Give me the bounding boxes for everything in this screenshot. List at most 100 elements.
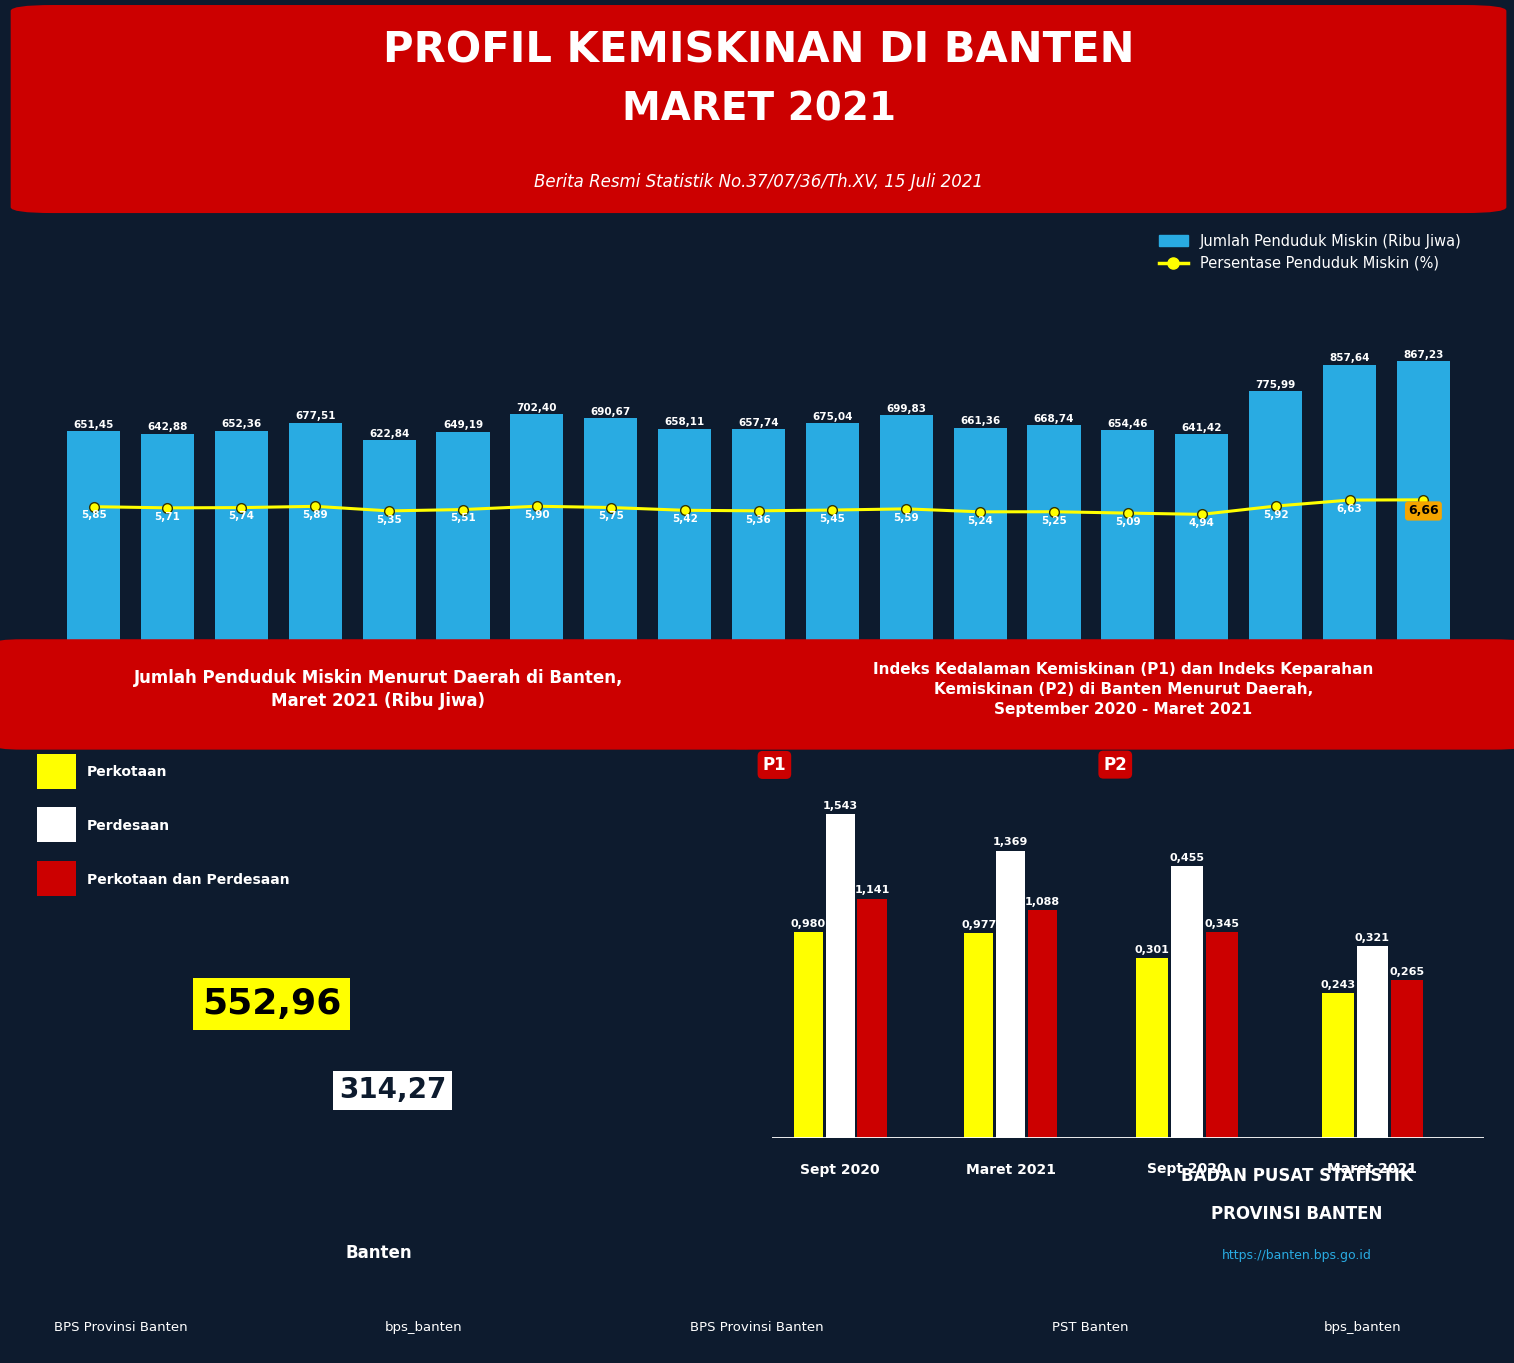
Text: 5,92: 5,92	[1263, 510, 1288, 519]
Text: Jumlah Penduduk Miskin Menurut Daerah di Banten,
Maret 2021 (Ribu Jiwa): Jumlah Penduduk Miskin Menurut Daerah di…	[133, 668, 624, 710]
Text: 0,301: 0,301	[1136, 945, 1170, 955]
Text: 4,94: 4,94	[1188, 518, 1214, 527]
Text: 661,36: 661,36	[960, 417, 1001, 427]
Text: 642,88: 642,88	[147, 423, 188, 432]
FancyBboxPatch shape	[11, 5, 1506, 213]
Bar	[1137, 958, 1169, 1138]
Bar	[215, 431, 268, 641]
Bar	[36, 861, 76, 897]
Bar	[954, 428, 1007, 641]
Bar	[67, 431, 120, 641]
Text: 5,75: 5,75	[598, 511, 624, 521]
Text: 5,74: 5,74	[229, 511, 254, 522]
Text: 0,265: 0,265	[1390, 966, 1425, 977]
Text: 314,27: 314,27	[339, 1077, 447, 1104]
Text: 5,71: 5,71	[154, 511, 180, 522]
FancyBboxPatch shape	[0, 639, 763, 750]
Text: 5,09: 5,09	[1116, 517, 1140, 527]
Text: 5,36: 5,36	[745, 515, 772, 525]
Text: 6,66: 6,66	[1408, 504, 1438, 518]
Text: 867,23: 867,23	[1403, 350, 1443, 360]
Text: Indeks Kedalaman Kemiskinan (P1) dan Indeks Keparahan
Kemiskinan (P2) di Banten : Indeks Kedalaman Kemiskinan (P1) dan Ind…	[874, 662, 1373, 717]
Bar	[1249, 391, 1302, 641]
Text: 675,04: 675,04	[812, 412, 852, 423]
Text: 857,64: 857,64	[1329, 353, 1370, 363]
Text: 5,42: 5,42	[672, 514, 698, 525]
Text: 6,63: 6,63	[1337, 504, 1363, 514]
Bar	[141, 433, 194, 641]
Text: 658,11: 658,11	[665, 417, 704, 428]
Text: BADAN PUSAT STATISTIK: BADAN PUSAT STATISTIK	[1181, 1167, 1413, 1186]
Bar	[36, 754, 76, 789]
Text: PROFIL KEMISKINAN DI BANTEN: PROFIL KEMISKINAN DI BANTEN	[383, 29, 1134, 71]
Text: 702,40: 702,40	[516, 403, 557, 413]
Text: 652,36: 652,36	[221, 420, 262, 429]
Text: Maret 2021: Maret 2021	[1328, 1163, 1417, 1176]
Bar	[510, 414, 563, 641]
Text: 1,141: 1,141	[854, 886, 890, 895]
Text: bps_banten: bps_banten	[385, 1321, 463, 1334]
Text: 5,35: 5,35	[377, 515, 403, 525]
Text: Perkotaan dan Perdesaan: Perkotaan dan Perdesaan	[86, 874, 289, 887]
Bar	[1397, 361, 1450, 641]
Bar	[996, 851, 1025, 1138]
Bar	[1175, 435, 1228, 641]
Bar	[362, 440, 416, 641]
Text: Berita Resmi Statistik No.37/07/36/Th.XV, 15 Juli 2021: Berita Resmi Statistik No.37/07/36/Th.XV…	[534, 173, 983, 191]
Bar	[731, 429, 786, 641]
Bar	[825, 814, 855, 1138]
Legend: Jumlah Penduduk Miskin (Ribu Jiwa), Persentase Penduduk Miskin (%): Jumlah Penduduk Miskin (Ribu Jiwa), Pers…	[1158, 233, 1461, 271]
Bar	[36, 807, 76, 842]
Bar	[1323, 364, 1376, 641]
Text: 0,455: 0,455	[1169, 853, 1205, 863]
Text: Maret 2021: Maret 2021	[966, 1163, 1055, 1178]
Text: Perkotaan: Perkotaan	[86, 766, 167, 780]
Text: PST Banten: PST Banten	[1052, 1321, 1128, 1334]
Text: P1: P1	[763, 756, 786, 774]
Text: 5,24: 5,24	[967, 515, 993, 526]
Text: BPS Provinsi Banten: BPS Provinsi Banten	[690, 1321, 824, 1334]
Text: Banten: Banten	[345, 1244, 412, 1262]
Bar	[1205, 932, 1237, 1138]
Bar	[805, 424, 858, 641]
Text: 677,51: 677,51	[295, 412, 336, 421]
Text: 0,977: 0,977	[961, 920, 996, 930]
Text: 5,89: 5,89	[303, 510, 329, 521]
Text: 5,25: 5,25	[1042, 515, 1067, 526]
Text: 5,51: 5,51	[450, 514, 475, 523]
Bar	[1170, 867, 1204, 1138]
Text: Sept 2020: Sept 2020	[801, 1163, 880, 1178]
Text: 699,83: 699,83	[886, 403, 927, 414]
Bar	[1391, 980, 1423, 1138]
Text: Perdesaan: Perdesaan	[86, 819, 170, 833]
Text: 657,74: 657,74	[739, 417, 778, 428]
Bar	[659, 429, 712, 641]
Bar	[1028, 425, 1081, 641]
FancyBboxPatch shape	[722, 639, 1514, 750]
Text: 1,088: 1,088	[1025, 897, 1060, 906]
Text: PROVINSI BANTEN: PROVINSI BANTEN	[1211, 1205, 1382, 1224]
Text: 651,45: 651,45	[74, 420, 114, 429]
Text: 5,90: 5,90	[524, 510, 550, 521]
Bar	[1101, 429, 1155, 641]
Text: 5,59: 5,59	[893, 512, 919, 522]
Bar	[1322, 992, 1354, 1138]
Bar	[1357, 946, 1388, 1138]
Text: MARET 2021: MARET 2021	[622, 90, 895, 128]
Text: Sept 2020: Sept 2020	[1148, 1163, 1226, 1176]
Text: 0,321: 0,321	[1355, 934, 1390, 943]
Text: BPS Provinsi Banten: BPS Provinsi Banten	[55, 1321, 188, 1334]
Bar	[436, 432, 489, 641]
Text: 0,980: 0,980	[790, 919, 827, 930]
Text: 0,243: 0,243	[1320, 980, 1355, 990]
Text: 1,543: 1,543	[822, 801, 858, 811]
Bar	[584, 418, 637, 641]
Bar	[1028, 909, 1057, 1138]
Text: 668,74: 668,74	[1034, 414, 1075, 424]
Text: 649,19: 649,19	[444, 420, 483, 431]
Bar	[857, 898, 887, 1138]
Text: 775,99: 775,99	[1255, 379, 1296, 390]
Text: 5,85: 5,85	[80, 511, 106, 521]
Bar	[289, 423, 342, 641]
Text: 5,45: 5,45	[819, 514, 845, 523]
